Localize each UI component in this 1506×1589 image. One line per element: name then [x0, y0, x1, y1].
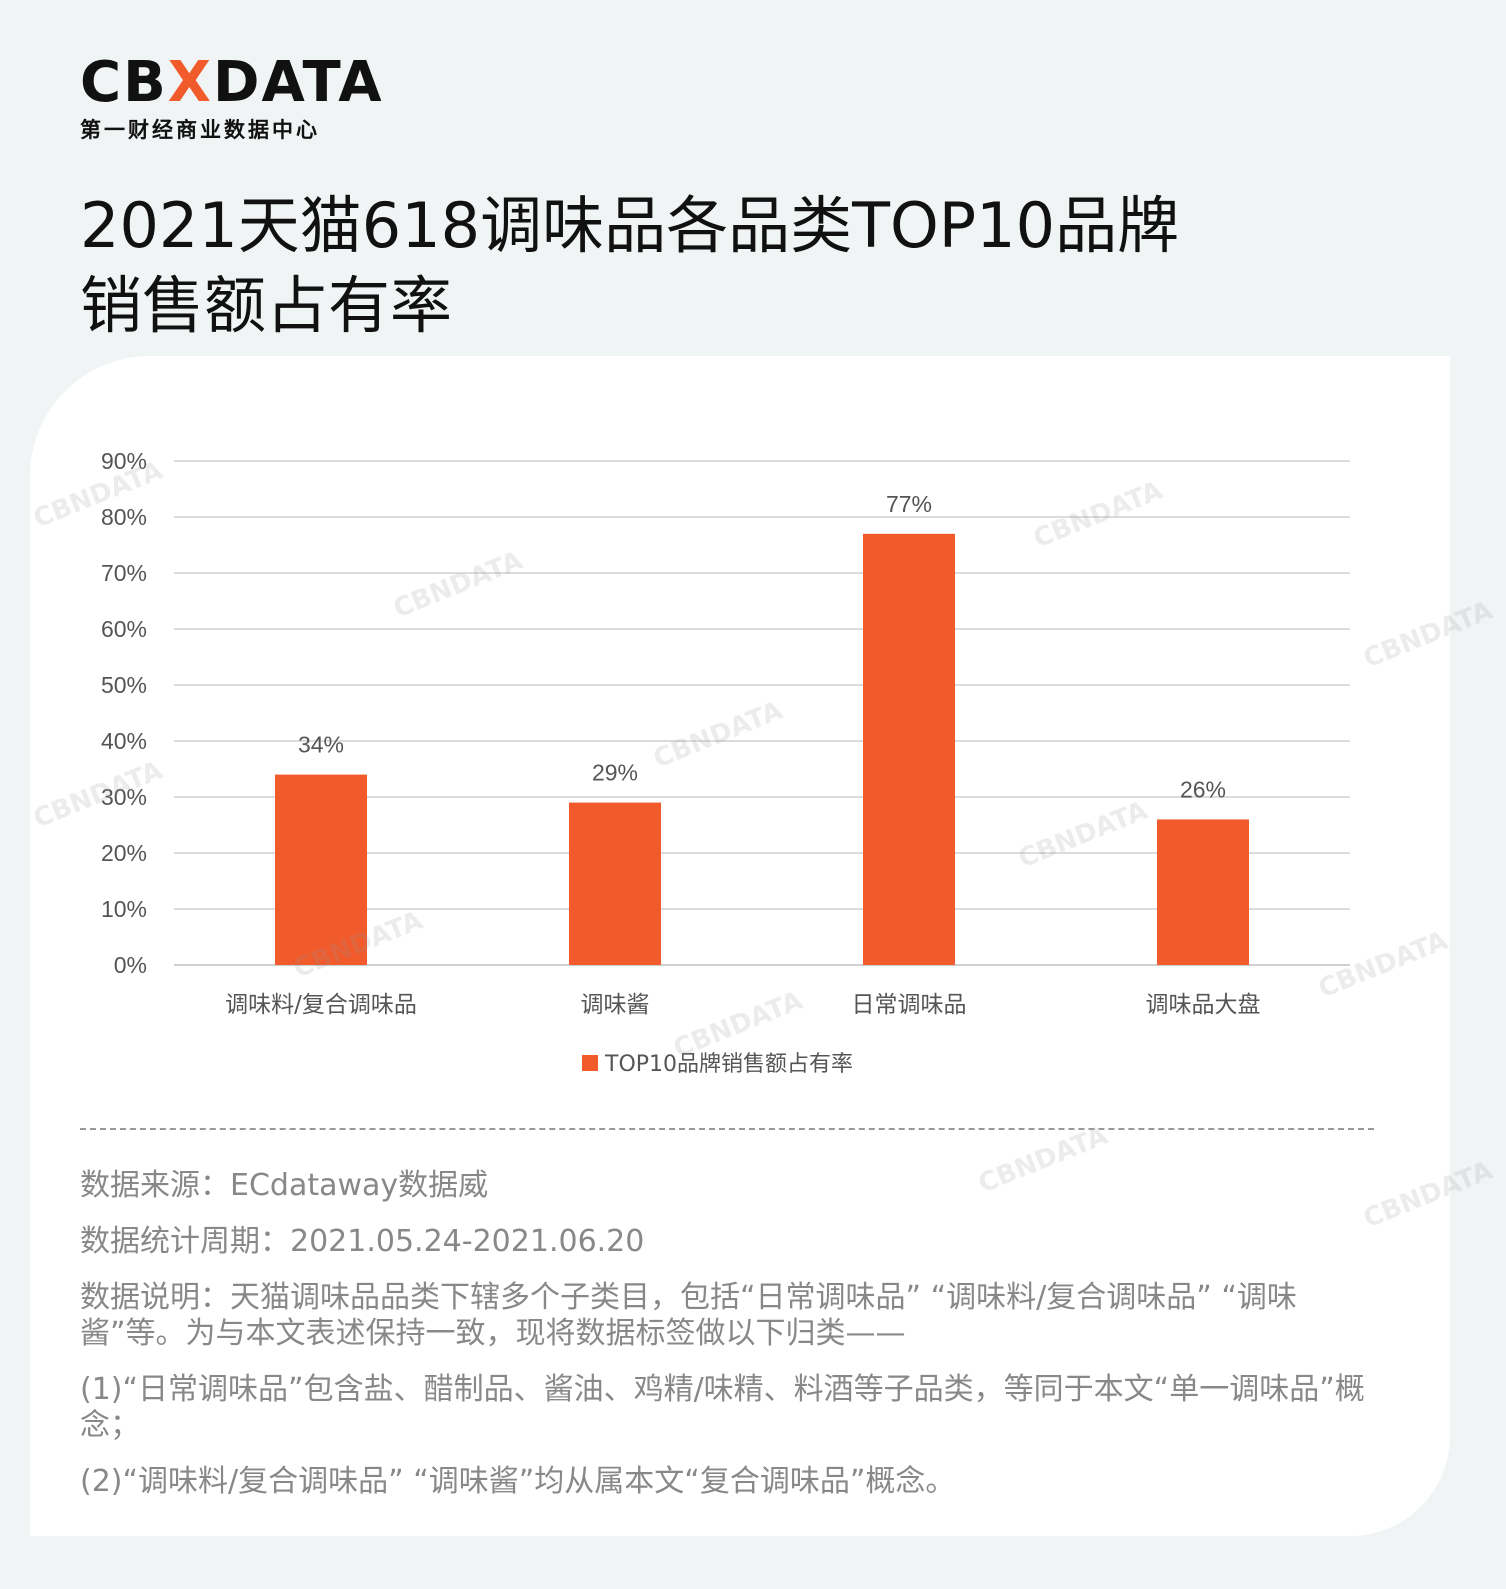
- x-category-label: 调味料/复合调味品: [225, 992, 417, 1018]
- logo-wordmark: CB X DATA: [80, 50, 382, 115]
- title-line-2: 销售额占有率: [80, 269, 453, 342]
- data-notes: 数据来源：ECdataway数据威 数据统计周期：2021.05.24-2021…: [80, 1168, 1380, 1520]
- y-tick-label: 30%: [101, 784, 147, 810]
- note-item-1: (1)“日常调味品”包含盐、醋制品、酱油、鸡精/味精、料酒等子品类，等同于本文“…: [80, 1372, 1365, 1443]
- legend-swatch: [582, 1055, 598, 1071]
- y-tick-label: 60%: [101, 616, 147, 642]
- note-source: 数据来源：ECdataway数据威: [80, 1168, 489, 1203]
- grid-lines: [174, 460, 1350, 966]
- y-tick-label: 80%: [101, 504, 147, 530]
- legend-label: TOP10品牌销售额占有率: [604, 1052, 853, 1077]
- logo-subtitle: 第一财经商业数据中心: [80, 118, 320, 142]
- y-tick-label: 90%: [101, 448, 147, 474]
- bar-value-label: 29%: [592, 760, 638, 786]
- bar: [863, 533, 955, 965]
- y-tick-label: 70%: [101, 560, 147, 586]
- logo-suffix: DATA: [212, 50, 384, 115]
- note-item-2: (2)“调味料/复合调味品” “调味酱”均从属本文“复合调味品”概念。: [80, 1464, 956, 1499]
- bar-value-label: 26%: [1180, 776, 1226, 802]
- page-title: 2021天猫618调味品各品类TOP10品牌 销售额占有率: [80, 186, 1380, 346]
- bars: [275, 533, 1249, 965]
- y-tick-label: 50%: [101, 672, 147, 698]
- bar-chart: 0% 10% 20% 30% 40% 50% 60% 70% 80% 90% 34% 29% 77% 2…: [101, 448, 1350, 1077]
- y-axis-ticks: 0% 10% 20% 30% 40% 50% 60% 70% 80% 90%: [101, 448, 147, 978]
- logo-prefix: CB: [80, 50, 168, 115]
- bar: [569, 802, 661, 965]
- bar-value-label: 34%: [298, 732, 344, 758]
- bar: [1157, 819, 1249, 965]
- brand-logo: CB X DATA 第一财经商业数据中心: [80, 50, 382, 154]
- note-period: 数据统计周期：2021.05.24-2021.06.20: [80, 1224, 645, 1259]
- x-category-label: 调味酱: [581, 992, 650, 1018]
- title-line-1: 2021天猫618调味品各品类TOP10品牌: [80, 189, 1180, 262]
- x-category-label: 日常调味品: [852, 992, 967, 1018]
- y-tick-label: 20%: [101, 840, 147, 866]
- note-description: 数据说明：天猫调味品品类下辖多个子类目，包括“日常调味品” “调味料/复合调味品…: [80, 1280, 1297, 1351]
- bar: [275, 774, 367, 965]
- x-category-label: 调味品大盘: [1146, 992, 1261, 1018]
- legend: TOP10品牌销售额占有率: [582, 1052, 853, 1077]
- logo-x-mark: X: [167, 50, 213, 115]
- bar-value-label: 77%: [886, 491, 932, 517]
- y-tick-label: 0%: [114, 952, 147, 978]
- dashed-divider: [80, 1128, 1374, 1130]
- bar-value-labels: 34% 29% 77% 26%: [298, 491, 1226, 803]
- y-tick-label: 10%: [101, 896, 147, 922]
- x-axis-categories: 调味料/复合调味品 调味酱 日常调味品 调味品大盘: [225, 992, 1260, 1018]
- y-tick-label: 40%: [101, 728, 147, 754]
